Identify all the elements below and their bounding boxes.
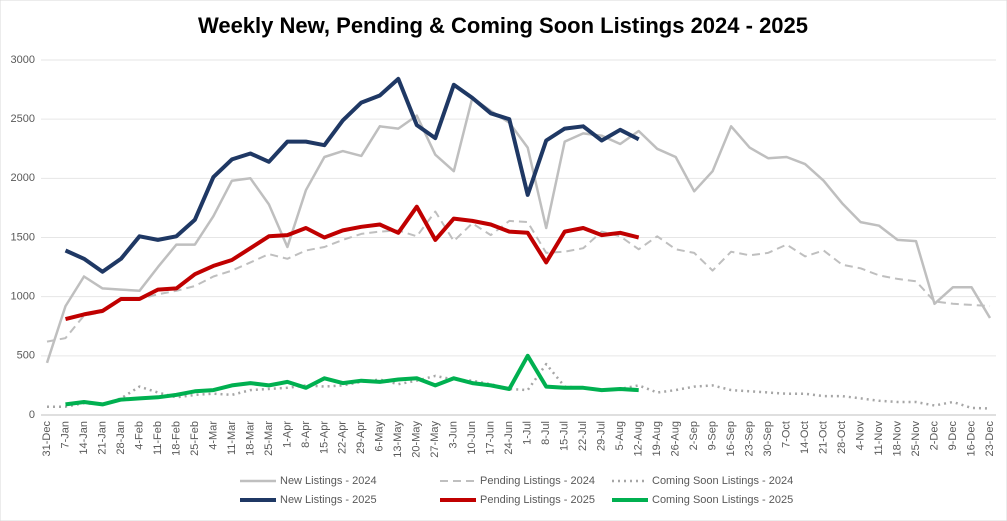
x-tick-label: 11-Nov bbox=[873, 421, 885, 456]
x-tick-label: 5-Aug bbox=[614, 421, 626, 450]
series-line bbox=[47, 362, 991, 410]
x-tick-label: 30-Sep bbox=[762, 421, 774, 456]
x-tick-label: 11-Mar bbox=[226, 421, 238, 455]
x-tick-label: 6-May bbox=[374, 421, 386, 452]
x-tick-label: 14-Oct bbox=[799, 421, 811, 454]
x-tick-label: 13-May bbox=[392, 421, 404, 458]
x-tick-label: 26-Aug bbox=[670, 421, 682, 456]
x-tick-label: 25-Mar bbox=[263, 421, 275, 456]
series-line bbox=[64, 76, 640, 274]
series-line bbox=[65, 204, 640, 322]
chart-title: Weekly New, Pending & Coming Soon Listin… bbox=[198, 13, 808, 38]
legend-label: Pending Listings - 2024 bbox=[480, 475, 595, 487]
x-tick-label: 11-Feb bbox=[152, 421, 164, 455]
x-tick-label: 16-Sep bbox=[725, 421, 737, 456]
y-tick-label: 1000 bbox=[11, 291, 35, 303]
x-tick-label: 17-Jun bbox=[485, 421, 497, 455]
x-tick-label: 4-Feb bbox=[133, 421, 145, 450]
y-tick-label: 2000 bbox=[11, 172, 35, 184]
series-line bbox=[45, 96, 992, 364]
y-tick-label: 2500 bbox=[11, 113, 35, 125]
x-tick-label: 1-Apr bbox=[281, 421, 293, 448]
x-tick-label: 7-Oct bbox=[781, 421, 793, 448]
x-tick-label: 2-Dec bbox=[928, 421, 940, 451]
y-tick-label: 0 bbox=[29, 409, 35, 421]
x-tick-label: 4-Mar bbox=[207, 421, 219, 450]
x-tick-label: 27-May bbox=[429, 421, 441, 458]
x-tick-label: 23-Dec bbox=[984, 421, 996, 457]
series-line bbox=[46, 210, 991, 343]
x-tick-label: 15-Apr bbox=[318, 421, 330, 454]
x-tick-label: 25-Nov bbox=[910, 421, 922, 457]
x-tick-label: 9-Dec bbox=[947, 421, 959, 451]
x-tick-label: 22-Apr bbox=[337, 421, 349, 454]
legend-label: Coming Soon Listings - 2025 bbox=[652, 494, 793, 506]
x-tick-label: 31-Dec bbox=[41, 421, 53, 457]
legend-label: Pending Listings - 2025 bbox=[480, 494, 595, 506]
x-tick-label: 18-Feb bbox=[170, 421, 182, 456]
x-tick-label: 29-Apr bbox=[355, 421, 367, 454]
x-tick-label: 16-Dec bbox=[965, 421, 977, 457]
x-tick-label: 14-Jan bbox=[78, 421, 90, 455]
x-tick-label: 12-Aug bbox=[633, 421, 645, 456]
legend-label: Coming Soon Listings - 2024 bbox=[652, 475, 793, 487]
x-tick-label: 21-Jan bbox=[96, 421, 108, 455]
x-tick-label: 10-Jun bbox=[466, 421, 478, 455]
x-tick-label: 2-Sep bbox=[688, 421, 700, 450]
x-tick-label: 25-Feb bbox=[189, 421, 201, 456]
x-tick-label: 9-Sep bbox=[707, 421, 719, 450]
legend-label: New Listings - 2024 bbox=[280, 475, 377, 487]
x-tick-label: 28-Oct bbox=[836, 421, 848, 454]
x-tick-label: 8-Apr bbox=[300, 421, 312, 448]
x-tick-label: 20-May bbox=[411, 421, 423, 458]
x-tick-label: 3-Jun bbox=[448, 421, 460, 449]
y-tick-label: 3000 bbox=[11, 54, 35, 66]
legend-label: New Listings - 2025 bbox=[280, 494, 377, 506]
x-tick-label: 24-Jun bbox=[503, 421, 515, 455]
x-tick-label: 7-Jan bbox=[59, 421, 71, 449]
x-tick-label: 21-Oct bbox=[817, 421, 829, 454]
series-line bbox=[65, 353, 639, 407]
y-tick-label: 1500 bbox=[11, 231, 35, 243]
x-tick-label: 22-Jul bbox=[577, 421, 589, 451]
x-tick-label: 29-Jul bbox=[596, 421, 608, 451]
x-tick-label: 28-Jan bbox=[115, 421, 127, 455]
x-tick-label: 15-Jul bbox=[559, 421, 571, 451]
x-tick-label: 19-Aug bbox=[651, 421, 663, 456]
x-tick-label: 23-Sep bbox=[744, 421, 756, 456]
x-tick-label: 1-Jul bbox=[522, 421, 534, 445]
x-tick-label: 18-Mar bbox=[244, 421, 256, 456]
x-tick-label: 4-Nov bbox=[854, 421, 866, 451]
y-tick-label: 500 bbox=[17, 350, 35, 362]
x-tick-label: 8-Jul bbox=[540, 421, 552, 445]
x-tick-label: 18-Nov bbox=[891, 421, 903, 457]
